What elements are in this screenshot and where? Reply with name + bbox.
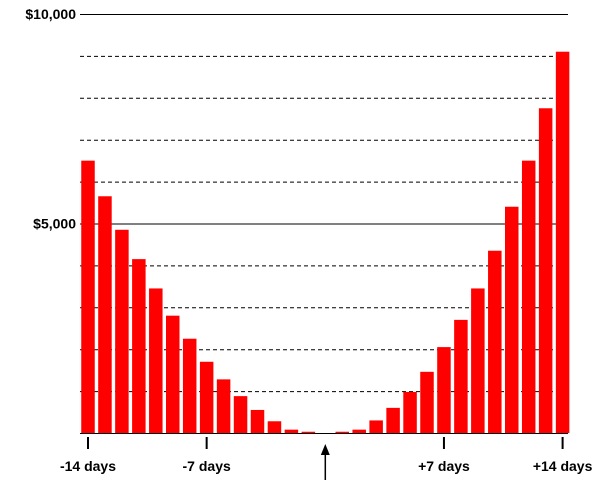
bar xyxy=(115,229,129,433)
x-tick-label: +7 days xyxy=(418,458,470,474)
bar xyxy=(166,315,180,433)
bar xyxy=(555,51,570,434)
arrow-head xyxy=(320,444,330,455)
bar xyxy=(182,338,197,433)
bar xyxy=(216,379,231,433)
bar xyxy=(267,421,282,433)
bar xyxy=(437,347,451,433)
arrow-up-icon xyxy=(320,444,330,480)
bar xyxy=(284,429,299,433)
bar xyxy=(369,420,383,433)
bar xyxy=(132,259,146,433)
bar xyxy=(301,431,316,433)
x-tick-label: -14 days xyxy=(60,458,116,474)
bar xyxy=(98,196,112,433)
bar xyxy=(352,429,366,433)
bar xyxy=(335,431,349,433)
bar xyxy=(250,409,265,433)
bar xyxy=(81,160,95,433)
x-tick-label: +14 days xyxy=(533,458,593,474)
y-tick-label: $10,000 xyxy=(25,6,76,22)
labels-layer: -14 days -7 days +7 days +14 days $10,000 $5,… xyxy=(25,6,593,480)
bar xyxy=(454,319,468,433)
grid-layer xyxy=(80,14,568,393)
bar xyxy=(149,288,163,433)
bar xyxy=(538,108,553,434)
bar xyxy=(505,206,519,433)
bar xyxy=(386,407,400,433)
bar xyxy=(471,288,485,433)
y-tick-label: $5,000 xyxy=(33,216,76,232)
bar xyxy=(233,396,248,433)
bars-layer xyxy=(81,51,570,434)
bar xyxy=(488,250,502,433)
bar xyxy=(521,160,536,433)
bar xyxy=(420,371,434,433)
bar xyxy=(199,361,214,433)
bar xyxy=(403,391,417,433)
axis-layer xyxy=(80,433,568,449)
x-tick-label: -7 days xyxy=(183,458,231,474)
